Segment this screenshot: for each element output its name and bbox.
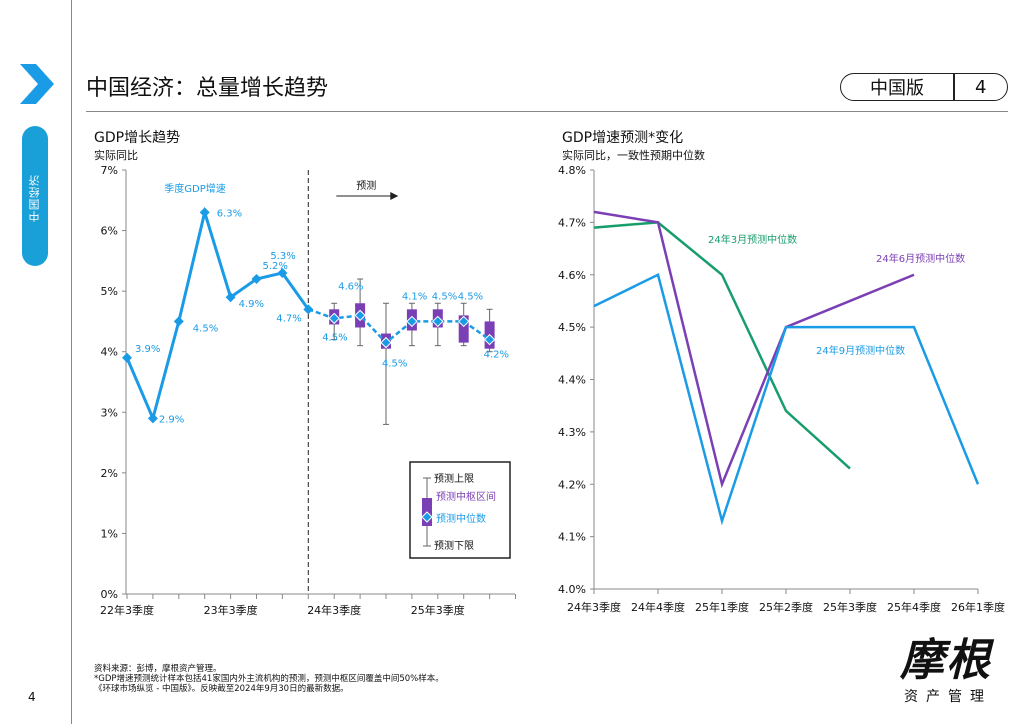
series-label: 24年6月预测中位数 <box>876 252 965 265</box>
chart2-x-tick-label: 24年3季度 <box>567 600 621 614</box>
actual-gdp-line <box>125 206 310 423</box>
forecast-series-line <box>593 221 851 470</box>
brand-logo-subtitle: 资产管理 <box>904 689 992 705</box>
chart1-x-tick-label: 24年3季度 <box>307 603 361 617</box>
forecast-data-label: 4.5% <box>458 291 483 302</box>
forecast-data-label: 4.5% <box>322 332 347 343</box>
footnote-methodology: *GDP增速预测统计样本包括41家国内外主流机构的预测，预测中枢区间覆盖中间50… <box>94 674 444 684</box>
chart1-y-tick-label: 1% <box>101 527 118 540</box>
actual-gdp-point <box>199 207 210 218</box>
page-title: 中国经济：总量增长趋势 <box>86 76 329 101</box>
actual-gdp-data-label: 5.3% <box>270 251 295 262</box>
chart1-y-tick-label: 2% <box>101 467 118 480</box>
legend-median-icon <box>421 511 433 523</box>
legend-range-label: 预测中枢区间 <box>436 490 496 503</box>
forecast-median-point <box>483 333 496 346</box>
chart1-series-label: 季度GDP增速 <box>164 182 225 195</box>
forecast-data-label: 4.1% <box>402 291 427 302</box>
chart2-y-tick-label: 4.6% <box>558 269 586 282</box>
forecast-label: 预测 <box>356 179 376 192</box>
chart1-y-tick-label: 6% <box>101 225 118 238</box>
chart1-y-tick-label: 5% <box>101 285 118 298</box>
forecast-arrow-icon <box>390 192 399 200</box>
chart1-subtitle: 实际同比 <box>94 149 138 162</box>
footnote-source: 资料来源：彭博，摩根资产管理。 <box>94 664 222 674</box>
title-divider <box>86 111 1008 112</box>
chart2-x-tick-label: 25年2季度 <box>759 600 813 614</box>
brand-logo: 摩根 <box>900 635 992 686</box>
forecast-median-point <box>406 315 418 328</box>
forecast-data-label: 4.2% <box>484 350 509 361</box>
chart1-y-tick-label: 3% <box>101 406 118 419</box>
legend-median-label: 预测中位数 <box>436 512 486 525</box>
actual-gdp-data-label: 6.3% <box>217 208 242 219</box>
chart2-subtitle: 实际同比，一致性预期中位数 <box>562 149 705 162</box>
chart2-y-tick-label: 4.1% <box>558 531 586 544</box>
chart2-x-tick-label: 25年1季度 <box>695 600 749 614</box>
actual-gdp-data-label: 4.5% <box>193 323 218 334</box>
chart1-x-tick-label: 25年3季度 <box>411 603 465 617</box>
footnote: 资料来源：彭博，摩根资产管理。 *GDP增速预测统计样本包括41家国内外主流机构… <box>94 664 444 694</box>
badge-separator <box>953 73 955 101</box>
page-number: 4 <box>28 690 36 704</box>
forecast-data-label: 4.5% <box>382 359 407 370</box>
chart2-y-tick-label: 4.0% <box>558 583 586 596</box>
forecast-range-box <box>458 315 469 343</box>
chart2-y-tick-label: 4.2% <box>558 478 586 491</box>
actual-gdp-point <box>147 413 158 424</box>
chevron-right-icon <box>20 64 54 104</box>
actual-gdp-data-label: 2.9% <box>159 414 184 425</box>
forecast-median-point <box>380 336 392 349</box>
forecast-median-point <box>432 315 444 328</box>
series-label: 24年3月预测中位数 <box>708 233 797 246</box>
legend-high-label: 预测上限 <box>434 472 474 485</box>
actual-gdp-point <box>251 274 262 285</box>
forecast-data-label: 4.5% <box>432 291 457 302</box>
chart1-x-tick-label: 22年3季度 <box>100 603 154 617</box>
edition-label: 中国版 <box>870 78 924 99</box>
left-divider-line <box>71 0 72 724</box>
forecast-median-point <box>457 315 470 328</box>
chart2-y-tick-label: 4.8% <box>558 164 586 177</box>
actual-gdp-point <box>277 267 288 278</box>
chart2-x-tick-label: 24年4季度 <box>631 600 685 614</box>
actual-gdp-point <box>173 316 184 327</box>
series-label: 24年9月预测中位数 <box>816 344 905 357</box>
actual-gdp-data-label: 5.2% <box>263 261 288 272</box>
chart2-y-tick-label: 4.7% <box>558 216 586 229</box>
actual-gdp-data-label: 4.9% <box>239 299 264 310</box>
edition-badge: 中国版 4 <box>840 73 1008 101</box>
badge-page-number: 4 <box>975 76 987 98</box>
chart2-x-tick-label: 25年3季度 <box>823 600 877 614</box>
chart1-title: GDP增长趋势 <box>94 130 181 146</box>
forecast-series-line <box>593 272 980 526</box>
actual-gdp-point <box>122 352 132 363</box>
chart1-y-tick-label: 7% <box>101 164 118 177</box>
chart2-y-tick-label: 4.3% <box>558 426 586 439</box>
chart2-x-tick-label: 26年1季度 <box>951 600 1005 614</box>
forecast-series-line <box>593 210 915 489</box>
forecast-data-label: 4.6% <box>338 281 363 292</box>
chart2-y-tick-label: 4.4% <box>558 374 586 387</box>
chart1-x-tick-label: 23年3季度 <box>204 603 258 617</box>
chart2-y-tick-label: 4.5% <box>558 321 586 334</box>
legend-low-label: 预测下限 <box>434 539 474 552</box>
chart1-y-tick-label: 4% <box>101 346 118 359</box>
sidebar-tab[interactable] <box>22 126 48 266</box>
chart2-x-tick-label: 25年4季度 <box>887 600 941 614</box>
chart1-y-tick-label: 0% <box>101 588 118 601</box>
actual-gdp-point <box>225 292 236 303</box>
forecast-median-point <box>328 312 340 325</box>
actual-gdp-data-label: 4.7% <box>276 313 301 324</box>
footnote-date: 《环球市场纵览 - 中国版》。反映截至2024年9月30日的最新数据。 <box>94 684 349 694</box>
actual-gdp-data-label: 3.9% <box>135 344 160 355</box>
chart2-title: GDP增速预测*变化 <box>562 130 684 146</box>
forecast-median-point <box>354 309 366 322</box>
